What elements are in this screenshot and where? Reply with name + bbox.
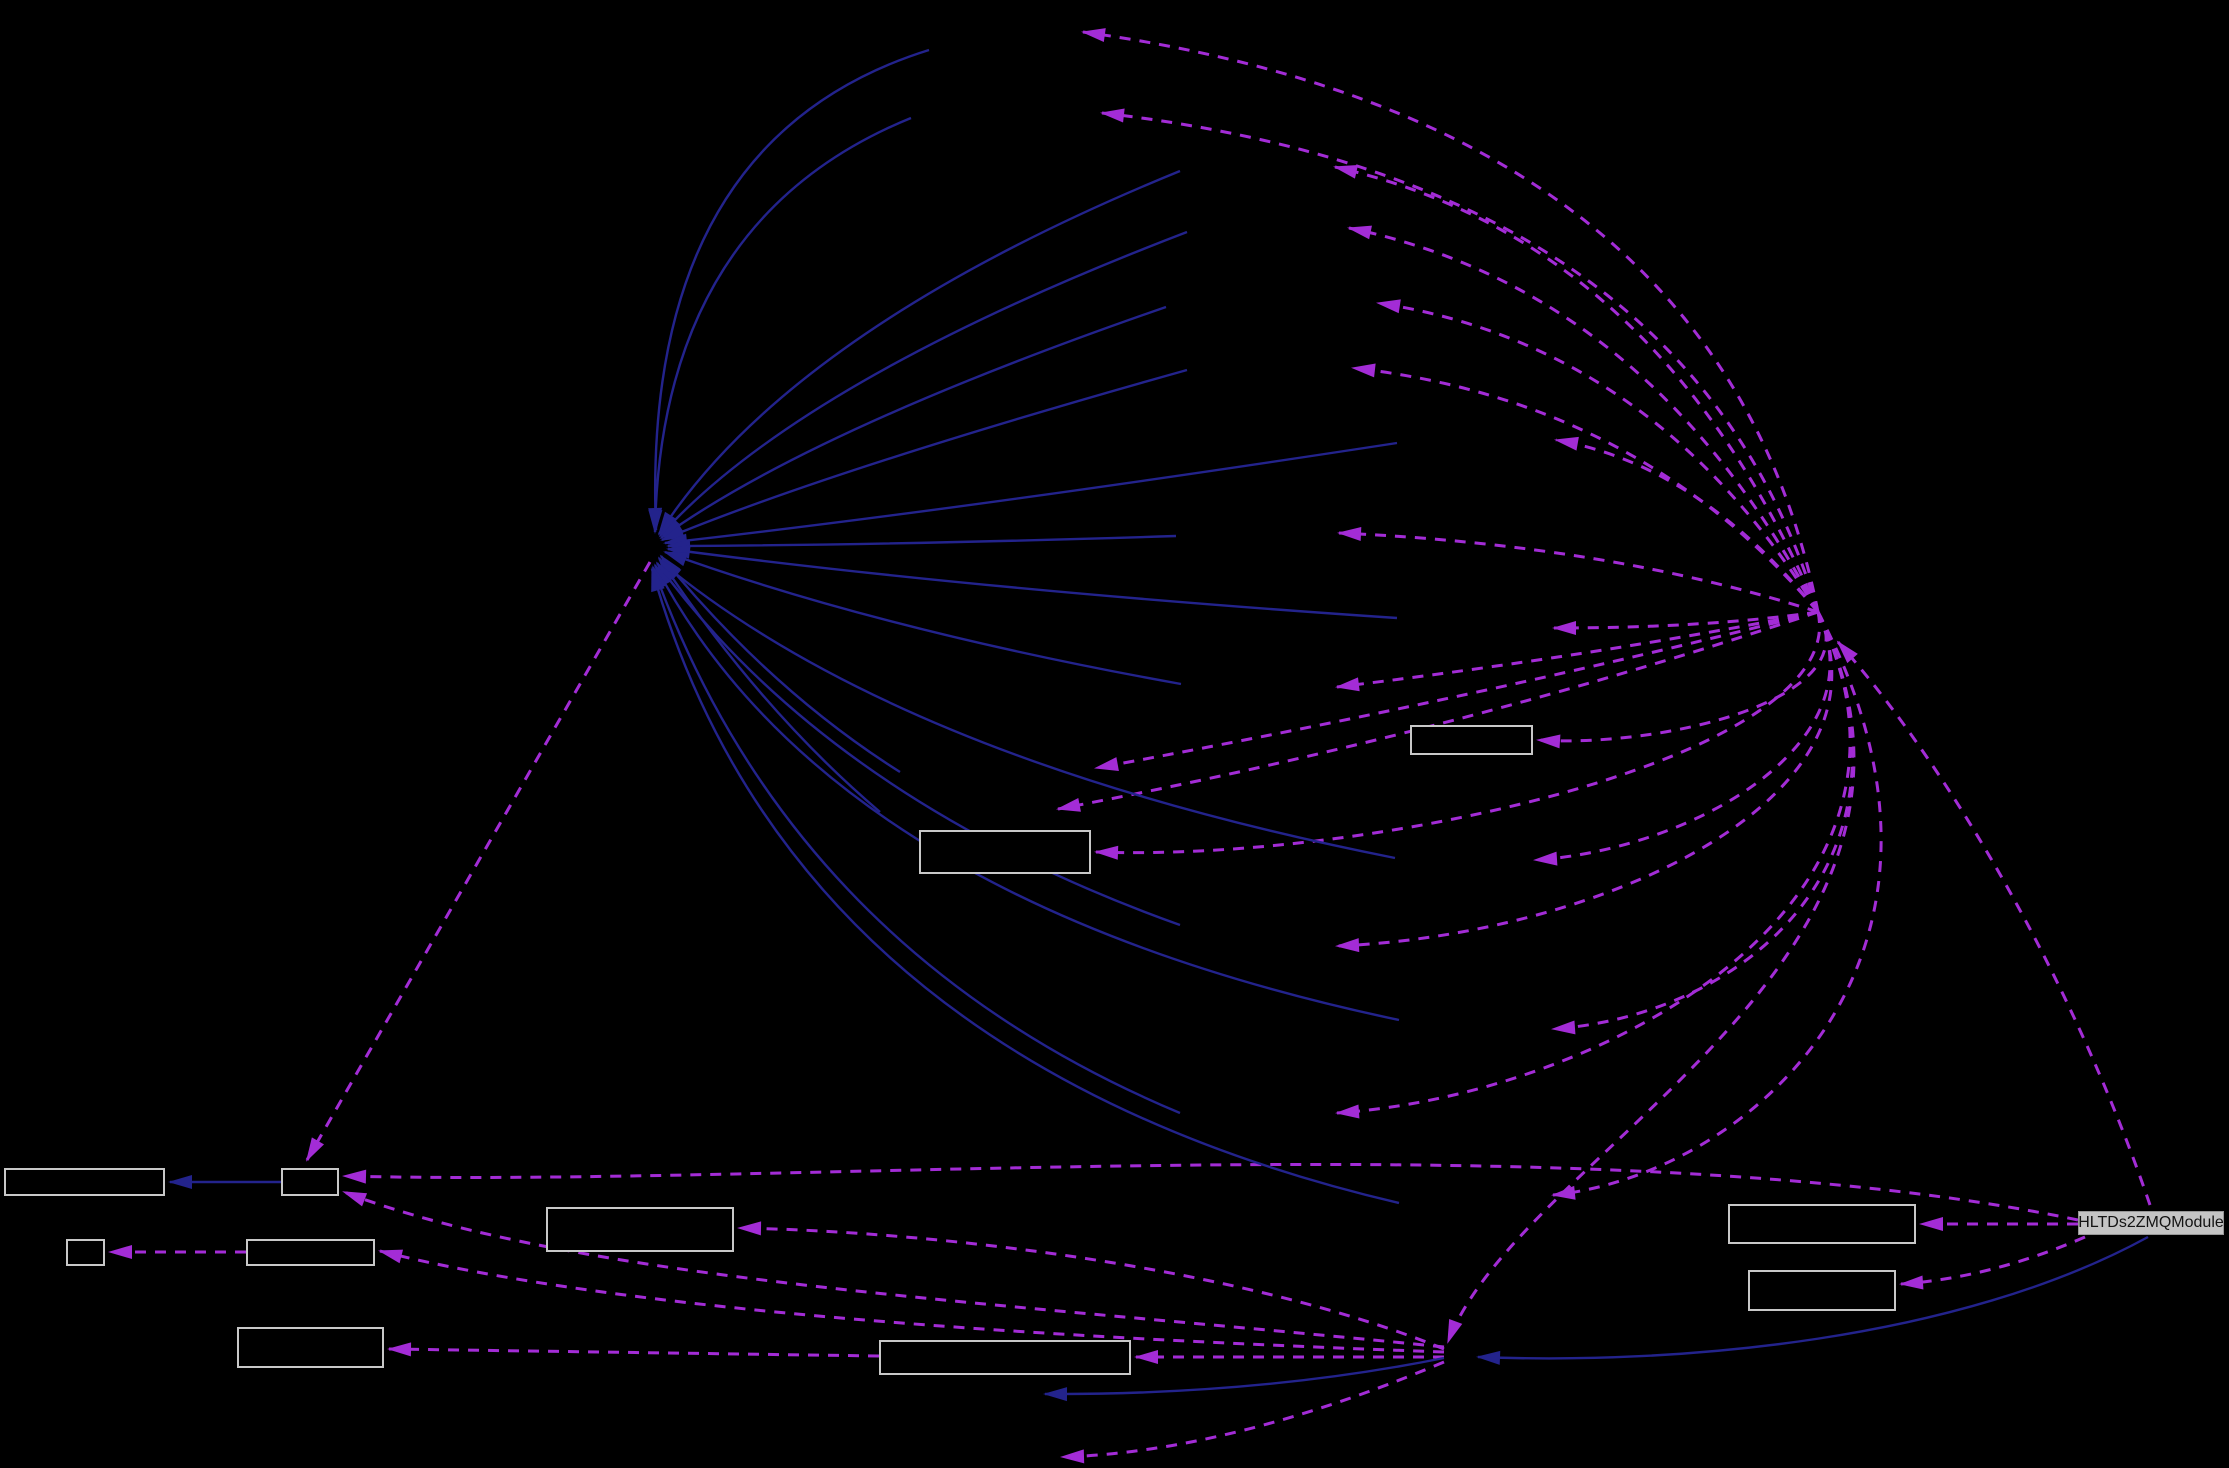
edge-lhub-in-1 bbox=[648, 48, 930, 532]
box-d-node[interactable] bbox=[281, 1168, 339, 1196]
edge-current-to-rhub bbox=[1836, 640, 2152, 1206]
box-g-node[interactable] bbox=[546, 1207, 734, 1252]
edge-rhub-fan-5 bbox=[1376, 299, 1820, 613]
edge-lhub-in-11 bbox=[659, 554, 901, 774]
edge-rhub-fan-14 bbox=[1335, 611, 1834, 953]
edge-rhub-fan-13 bbox=[1533, 611, 1832, 866]
edge-bhub-to-box-f bbox=[378, 1249, 1445, 1354]
edge-lhub-in-3 bbox=[657, 169, 1181, 536]
box-i-node[interactable] bbox=[879, 1340, 1131, 1375]
edge-rhub-to-box-a bbox=[1536, 611, 1828, 749]
edge-lhub-in-5 bbox=[659, 305, 1167, 540]
edge-lhub-in-4 bbox=[658, 230, 1188, 538]
edge-rhub-to-bhub bbox=[1446, 611, 1856, 1344]
edge-lhub-in-2 bbox=[648, 116, 912, 534]
edge-lhub-to-box-d bbox=[305, 561, 652, 1162]
edge-rhub-fan-2 bbox=[1100, 108, 1820, 613]
edge-rhub-fan-8 bbox=[1337, 526, 1819, 614]
edge-rhub-fan-12 bbox=[1056, 610, 1819, 812]
edge-rhub-fan-17 bbox=[1551, 611, 1883, 1200]
edge-lhub-in-17 bbox=[650, 567, 1400, 1205]
edge-current-to-box-d bbox=[342, 1162, 2079, 1222]
box-e-node[interactable] bbox=[66, 1239, 105, 1266]
edge-rhub-fan-1 bbox=[1081, 28, 1820, 613]
edge-current-to-bhub bbox=[1476, 1235, 2149, 1365]
edge-rhub-fan-7 bbox=[1554, 436, 1820, 613]
box-j-node[interactable] bbox=[1728, 1204, 1916, 1244]
box-b-node[interactable] bbox=[919, 830, 1091, 874]
edge-lhub-in-16 bbox=[651, 565, 1181, 1115]
edge-lhub-in-14 bbox=[655, 561, 1181, 927]
edge-bhub-to-box-g bbox=[737, 1221, 1445, 1351]
edge-rhub-fan-9 bbox=[1552, 610, 1819, 635]
box-h-node[interactable] bbox=[237, 1327, 384, 1368]
box-c-node[interactable] bbox=[4, 1168, 165, 1196]
edge-rhub-fan-4 bbox=[1347, 225, 1820, 613]
box-f-node[interactable] bbox=[246, 1239, 375, 1266]
edge-current-to-box-k bbox=[1899, 1235, 2086, 1290]
hltds2zmqmodule-node[interactable]: HLTDs2ZMQModule bbox=[2078, 1211, 2224, 1235]
edge-bhub-fan-down bbox=[1060, 1360, 1445, 1464]
box-a-node[interactable] bbox=[1410, 725, 1533, 755]
edge-lhub-in-15 bbox=[653, 563, 1400, 1022]
edge-lhub-in-10 bbox=[663, 550, 1182, 686]
edge-rhub-fan-16 bbox=[1335, 611, 1852, 1119]
edge-box-i-to-box-h bbox=[387, 1342, 880, 1358]
box-k-node[interactable] bbox=[1748, 1270, 1896, 1311]
edge-rhub-fan-6 bbox=[1351, 363, 1820, 613]
edge-rhub-fan-11 bbox=[1094, 610, 1819, 771]
edge-bhub-out-solid bbox=[1043, 1356, 1445, 1402]
edge-rhub-fan-10 bbox=[1335, 610, 1819, 692]
edge-lhub-in-7 bbox=[663, 441, 1398, 548]
edge-lhub-in-8 bbox=[666, 534, 1177, 553]
edge-rhub-fan-3 bbox=[1333, 165, 1820, 613]
edge-lhub-in-13 bbox=[658, 559, 1396, 860]
edge-lhub-in-6 bbox=[660, 368, 1188, 542]
edge-bhub-to-box-d bbox=[342, 1190, 1445, 1349]
edge-lhub-in-12 bbox=[657, 556, 881, 813]
edge-rhub-to-box-b bbox=[1094, 611, 1822, 860]
edge-lhub-in-9 bbox=[666, 544, 1398, 620]
